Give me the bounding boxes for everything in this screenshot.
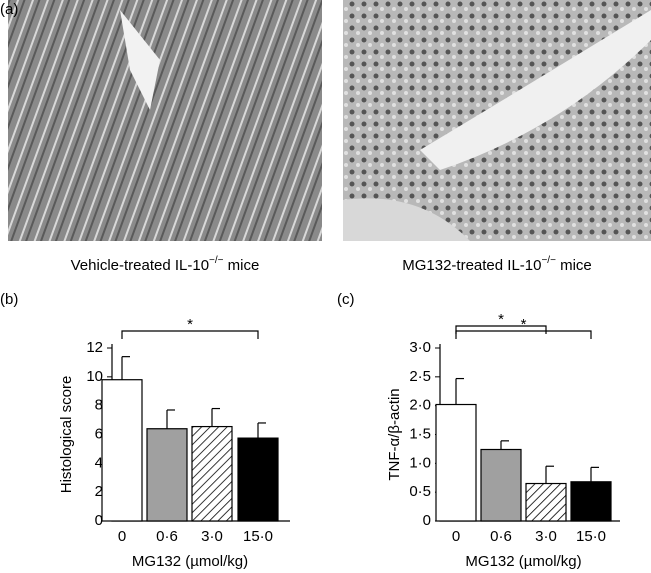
- y-tick-label: 10: [86, 368, 103, 385]
- bar: [101, 379, 143, 522]
- image-caption: MG132-treated IL-10−/− mice: [402, 255, 592, 274]
- x-tick-label: 0: [118, 528, 126, 545]
- panel-label: (c): [337, 291, 355, 308]
- caption-part: −/−: [541, 255, 556, 266]
- bar: [525, 482, 567, 522]
- x-axis-label: MG132 (µmol/kg): [465, 553, 581, 570]
- x-tick-label: 0·6: [490, 528, 512, 545]
- y-axis-label: TNF-α/β-actin: [386, 388, 403, 480]
- y-tick-label: 2: [95, 483, 103, 500]
- caption-part: Vehicle-treated IL-10: [71, 257, 209, 274]
- y-tick-label: 0: [95, 512, 103, 529]
- significance-bracket: [455, 330, 592, 339]
- y-axis-label: Histological score: [58, 376, 75, 494]
- panel-label: (b): [0, 291, 18, 308]
- caption-part: −/−: [209, 255, 224, 266]
- micrograph-right: [343, 0, 651, 241]
- y-tick-label: 12: [86, 339, 103, 356]
- panel-label: (a): [0, 1, 18, 18]
- bar: [146, 428, 188, 522]
- bar: [570, 481, 612, 522]
- y-tick-label: 6: [95, 425, 103, 442]
- bar: [237, 437, 279, 522]
- x-tick-label: 3·0: [535, 528, 557, 545]
- y-tick-label: 3·0: [409, 339, 431, 356]
- x-tick-label: 15·0: [576, 528, 606, 545]
- y-tick-label: 8: [95, 397, 103, 414]
- bar: [480, 448, 522, 522]
- significance-bracket: [121, 330, 259, 339]
- y-tick-label: 1·0: [409, 454, 431, 471]
- x-axis-label: MG132 (µmol/kg): [132, 553, 248, 570]
- y-tick-label: 4: [95, 454, 103, 471]
- y-tick-label: 2·0: [409, 397, 431, 414]
- x-tick-label: 15·0: [243, 528, 273, 545]
- y-tick-label: 1·5: [409, 425, 431, 442]
- caption-part: mice: [556, 257, 592, 274]
- caption-part: mice: [224, 257, 260, 274]
- image-caption: Vehicle-treated IL-10−/− mice: [71, 255, 260, 274]
- x-tick-label: 0·6: [156, 528, 178, 545]
- caption-part: MG132-treated IL-10: [402, 257, 541, 274]
- y-tick-label: 0: [423, 512, 431, 529]
- significance-bracket: [455, 325, 547, 334]
- bar: [435, 403, 477, 522]
- y-tick-label: 2·5: [409, 368, 431, 385]
- significance-label: *: [521, 316, 527, 333]
- y-tick-label: 0·5: [409, 483, 431, 500]
- significance-label: *: [187, 316, 193, 333]
- x-tick-label: 3·0: [201, 528, 223, 545]
- bar: [191, 425, 233, 522]
- significance-label: *: [498, 311, 504, 328]
- micrograph-left: [8, 0, 322, 241]
- x-tick-label: 0: [452, 528, 460, 545]
